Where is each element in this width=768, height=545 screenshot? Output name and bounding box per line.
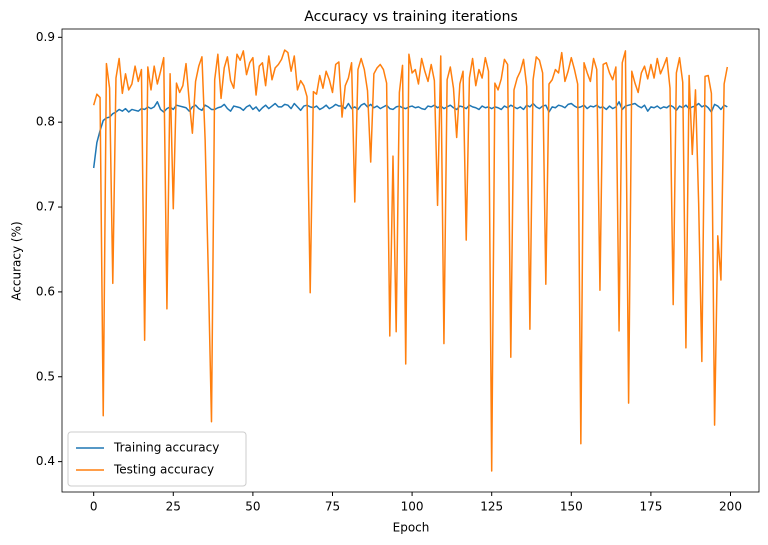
legend-box [67, 431, 247, 487]
x-tick-label: 100 [401, 500, 424, 514]
axes-frame [61, 28, 760, 493]
y-tick-label: 0.5 [36, 369, 55, 383]
x-tick-label: 200 [719, 500, 742, 514]
x-tick-label: 150 [560, 500, 583, 514]
y-axis-label: Accuracy (%) [10, 221, 24, 300]
y-tick-label: 0.9 [36, 30, 55, 44]
x-tick-label: 25 [166, 500, 181, 514]
x-tick-label: 50 [245, 500, 260, 514]
chart-title: Accuracy vs training iterations [304, 9, 518, 25]
legend-label: Testing accuracy [113, 463, 214, 477]
x-tick-label: 175 [639, 500, 662, 514]
x-tick-label: 0 [90, 500, 98, 514]
legend-label: Training accuracy [113, 441, 219, 455]
data-line [92, 49, 729, 472]
x-axis-label: Epoch [393, 521, 430, 535]
x-tick-label: 75 [325, 500, 340, 514]
x-tick-label: 125 [480, 500, 503, 514]
y-tick-label: 0.8 [36, 115, 55, 129]
y-tick-label: 0.4 [36, 454, 55, 468]
y-tick-label: 0.7 [36, 200, 55, 214]
data-line [92, 101, 728, 169]
y-tick-label: 0.6 [36, 284, 55, 298]
